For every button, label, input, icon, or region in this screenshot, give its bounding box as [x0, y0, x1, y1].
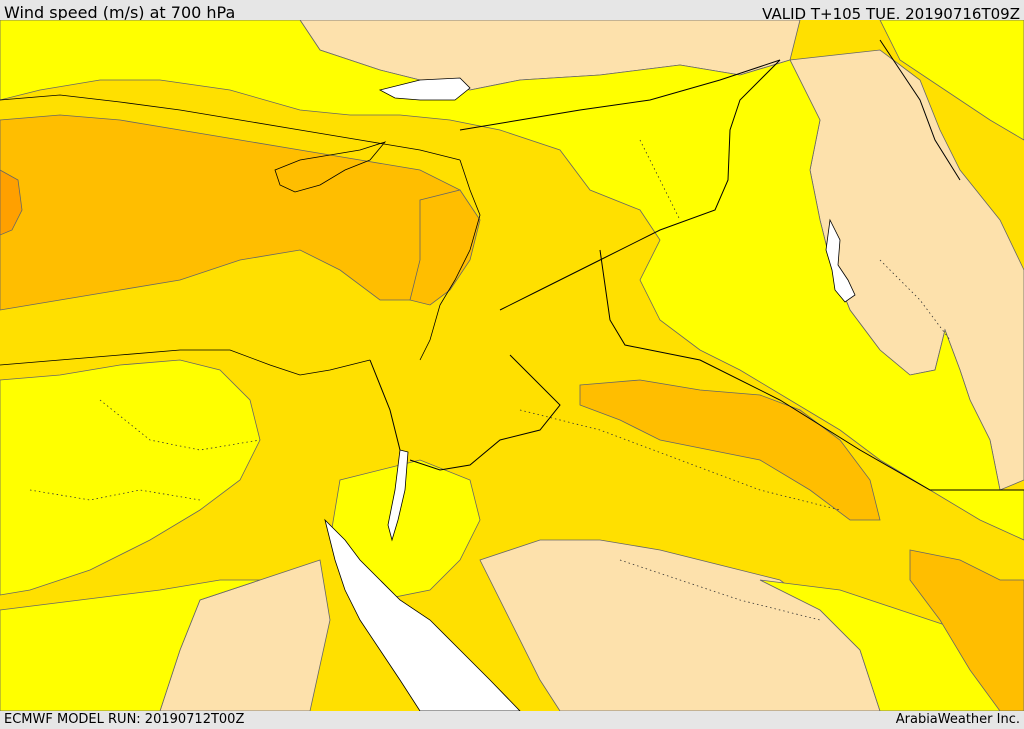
province-boundaries [29, 139, 951, 621]
light-wind-region-southwest [0, 579, 261, 711]
max-wind-region [0, 169, 23, 236]
border-turkey-syria [459, 59, 781, 131]
coast-egypt-north [0, 349, 371, 376]
header-bar: Wind speed (m/s) at 700 hPa VALID T+105 … [0, 0, 1024, 23]
map-title: Wind speed (m/s) at 700 hPa [4, 3, 236, 22]
border-syria-iraq [599, 249, 1024, 491]
wind-speed-map[interactable] [0, 20, 1024, 711]
gulf-of-aqaba [387, 449, 409, 542]
country-borders [369, 39, 1024, 491]
strong-wind-region-east [909, 549, 1024, 711]
brand-credit: ArabiaWeather Inc. [895, 712, 1020, 727]
coastlines [0, 94, 481, 376]
persian-gulf [825, 218, 856, 303]
border-israel-egypt [369, 359, 401, 451]
strong-wind-region-iraq [579, 379, 881, 521]
border-iran-east [879, 39, 961, 181]
border-jordan-saudi [409, 354, 561, 471]
caspian-lake-north [378, 77, 471, 101]
red-sea [324, 518, 521, 711]
coast-levant [419, 159, 481, 361]
coast-turkey-south [0, 94, 461, 161]
valid-time: VALID T+105 TUE. 20190716T09Z [762, 5, 1020, 23]
light-wind-region-north [0, 20, 1024, 541]
strong-wind-region-levant [409, 189, 481, 306]
light-wind-region-west [0, 359, 261, 596]
footer-bar: ECMWF MODEL RUN: 20190712T00Z ArabiaWeat… [0, 711, 1024, 729]
model-run: ECMWF MODEL RUN: 20190712T00Z [4, 712, 245, 727]
border-iraq-iran [499, 59, 781, 311]
light-wind-region-southeast [759, 579, 1024, 711]
light-wind-region-northeast [879, 20, 1024, 141]
cyprus [274, 141, 387, 193]
